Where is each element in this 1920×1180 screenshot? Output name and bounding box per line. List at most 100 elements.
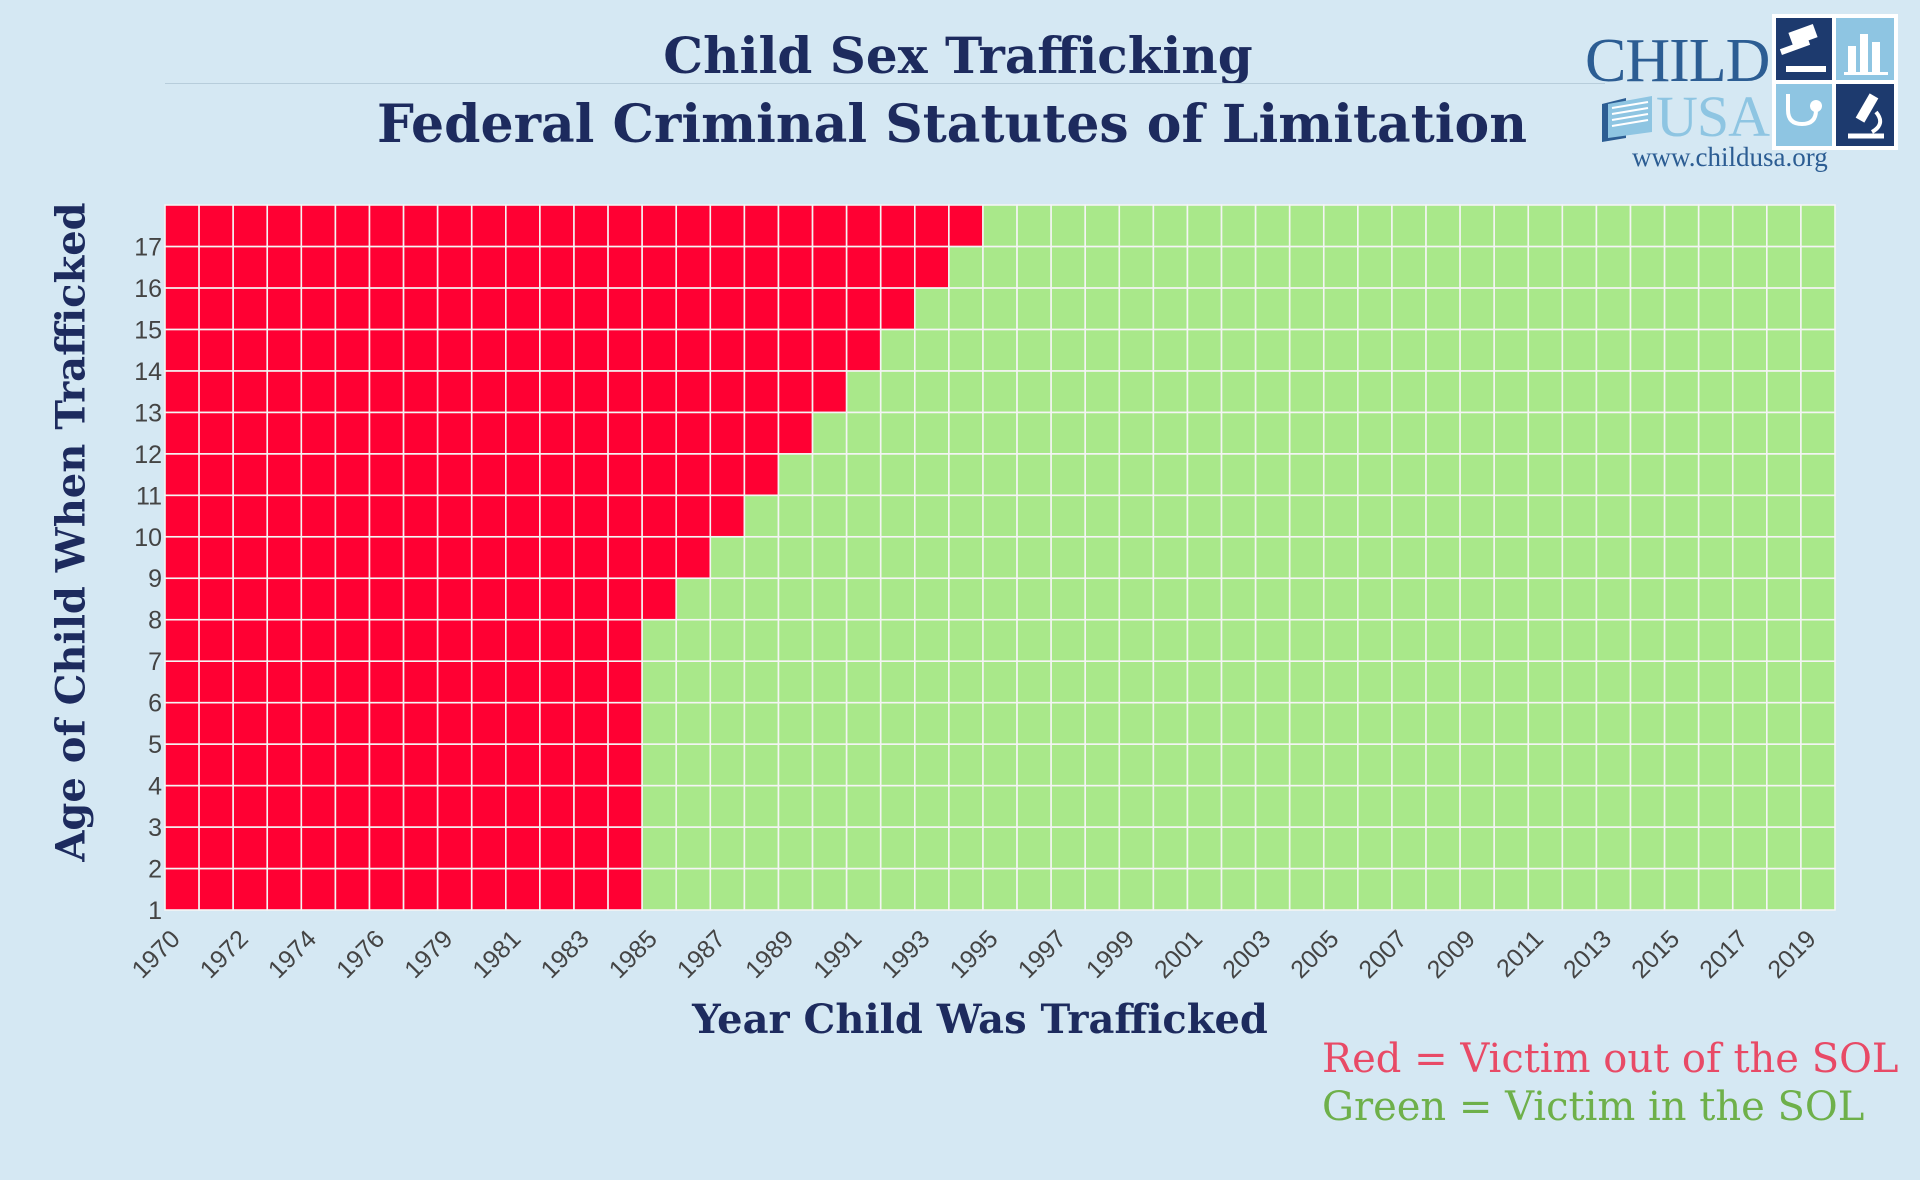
heatmap-cell	[607, 494, 643, 538]
heatmap-cell	[266, 826, 303, 870]
heatmap-cell	[1391, 577, 1427, 621]
heatmap-cell	[300, 577, 337, 621]
heatmap-cell	[436, 826, 473, 870]
heatmap-cell	[470, 245, 507, 289]
heatmap-cell	[879, 867, 916, 911]
heatmap-cell	[402, 535, 439, 580]
heatmap-cell	[879, 577, 916, 621]
heatmap-cell	[198, 494, 234, 538]
heatmap-cell	[811, 867, 848, 911]
heatmap-cell	[1595, 743, 1632, 787]
heatmap-cell	[402, 577, 439, 621]
heatmap-cell	[1731, 411, 1768, 455]
y-tick-label: 10	[134, 524, 162, 552]
heatmap-cell	[368, 453, 405, 497]
heatmap-cell	[1595, 826, 1632, 870]
heatmap-cell	[1220, 328, 1257, 372]
heatmap-cell	[1220, 618, 1257, 662]
heatmap-cell	[573, 618, 609, 662]
heatmap-cell	[743, 826, 780, 870]
heatmap-cell	[1016, 618, 1052, 662]
heatmap-cell	[1016, 701, 1052, 745]
heatmap-cell	[743, 287, 780, 331]
heatmap-cell	[845, 494, 882, 538]
heatmap-cell	[709, 328, 746, 372]
heatmap-cell	[198, 411, 234, 455]
heatmap-cell	[1288, 494, 1325, 538]
heatmap-cell	[1527, 867, 1564, 911]
heatmap-cell	[573, 867, 609, 911]
heatmap-cell	[1357, 370, 1393, 414]
heatmap-cell	[505, 245, 541, 289]
heatmap-cell	[232, 245, 269, 289]
heatmap-cell	[1322, 287, 1359, 331]
heatmap-cell	[436, 204, 473, 248]
heatmap-cell	[1186, 370, 1223, 414]
childusa-logo[interactable]: CHILD USA www.childusa.org	[1580, 12, 1910, 182]
heatmap-cell	[811, 328, 848, 372]
heatmap-cell	[368, 328, 405, 372]
heatmap-cell	[164, 743, 200, 787]
heatmap-cell	[368, 411, 405, 455]
heatmap-cell	[402, 867, 439, 911]
heatmap-cell	[743, 577, 780, 621]
heatmap-cell	[539, 287, 575, 331]
heatmap-cell	[1254, 204, 1291, 248]
heatmap-cell	[1629, 494, 1666, 538]
x-tick-label: 2009	[1422, 925, 1481, 984]
heatmap-cell	[879, 784, 916, 828]
heatmap-cell	[1425, 535, 1461, 580]
heatmap-cell	[982, 287, 1018, 331]
heatmap-cell	[1016, 743, 1052, 787]
heatmap-cell	[1561, 204, 1598, 248]
heatmap-cell	[1766, 660, 1802, 704]
heatmap-cell	[300, 453, 337, 497]
heatmap-cell	[1254, 411, 1291, 455]
heatmap-cell	[948, 287, 984, 331]
heatmap-cell	[436, 743, 473, 787]
heatmap-cell	[777, 535, 814, 580]
heatmap-cell	[300, 618, 337, 662]
heatmap-cell	[709, 784, 746, 828]
heatmap-cell	[845, 577, 882, 621]
heatmap-cell	[1629, 328, 1666, 372]
heatmap-cell	[1697, 660, 1734, 704]
heatmap-cell	[1731, 867, 1768, 911]
heatmap-cell	[1220, 867, 1257, 911]
heatmap-cell	[1220, 204, 1257, 248]
heatmap-cell	[505, 743, 541, 787]
heatmap-cell	[1288, 618, 1325, 662]
heatmap-cell	[266, 867, 303, 911]
heatmap-cell	[402, 287, 439, 331]
heatmap-cell	[1050, 701, 1087, 745]
heatmap-cell	[164, 494, 200, 538]
heatmap-cell	[334, 411, 371, 455]
heatmap-cell	[164, 535, 200, 580]
heatmap-cell	[368, 494, 405, 538]
heatmap-cell	[1459, 535, 1495, 580]
y-tick-label: 14	[134, 358, 162, 386]
heatmap-cell	[1391, 535, 1427, 580]
heatmap-cell	[1800, 453, 1836, 497]
heatmap-cell	[709, 411, 746, 455]
heatmap-cell	[1561, 287, 1598, 331]
heatmap-cell	[334, 245, 371, 289]
heatmap-cell	[777, 411, 814, 455]
x-tick-label: 1979	[399, 925, 458, 984]
heatmap-cell	[1357, 784, 1393, 828]
heatmap-cell	[845, 370, 882, 414]
heatmap-cell	[470, 411, 507, 455]
heatmap-cell	[1016, 453, 1052, 497]
heatmap-cell	[607, 370, 643, 414]
heatmap-cell	[232, 204, 269, 248]
heatmap-cell	[1800, 245, 1836, 289]
heatmap-cell	[1595, 245, 1632, 289]
x-tick-label: 2005	[1285, 925, 1344, 984]
heatmap-cell	[505, 577, 541, 621]
heatmap-cell	[675, 370, 712, 414]
heatmap-cell	[982, 328, 1018, 372]
heatmap-cell	[266, 784, 303, 828]
heatmap-cell	[948, 453, 984, 497]
heatmap-cell	[1050, 494, 1087, 538]
